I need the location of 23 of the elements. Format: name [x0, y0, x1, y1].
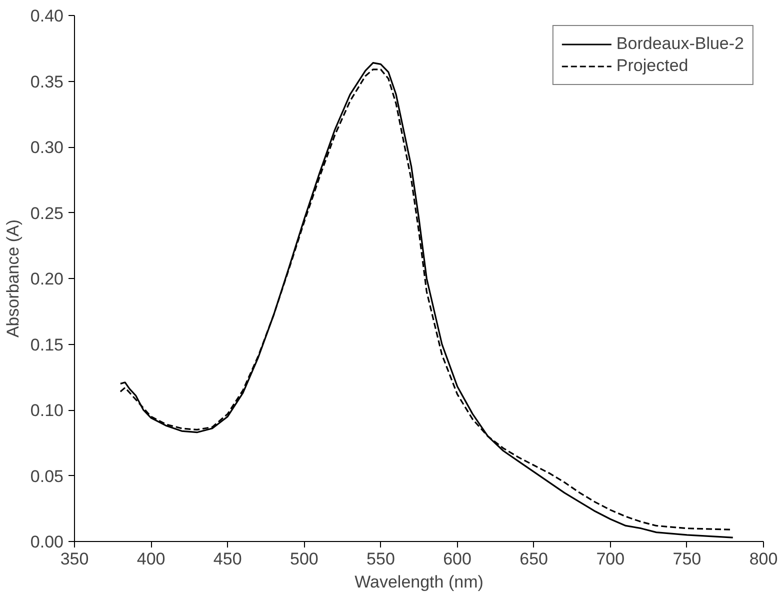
- y-tick-label: 0.40: [30, 6, 64, 26]
- x-axis-title: Wavelength (nm): [354, 572, 484, 592]
- x-tick-label: 700: [596, 550, 625, 568]
- legend-label: Projected: [616, 56, 688, 76]
- x-tick-label: 650: [520, 550, 548, 568]
- x-tick-label: 500: [290, 550, 318, 568]
- y-tick-label: 0.10: [30, 401, 64, 420]
- x-tick-label: 600: [443, 550, 472, 568]
- y-tick-label: 0.05: [30, 466, 64, 486]
- y-axis-title: Absorbance (A): [3, 219, 22, 338]
- y-tick-label: 0.35: [30, 72, 64, 92]
- x-tick-label: 450: [213, 550, 242, 568]
- legend-label: Bordeaux-Blue-2: [616, 34, 744, 54]
- y-tick-label: 0.00: [30, 532, 64, 552]
- x-tick-label: 750: [672, 550, 702, 568]
- y-tick-label: 0.20: [30, 270, 64, 288]
- y-tick-label: 0.25: [30, 204, 64, 223]
- x-tick-label: 800: [749, 550, 778, 568]
- x-tick-label: 550: [366, 550, 395, 568]
- y-tick-label: 0.30: [30, 138, 64, 157]
- x-tick-label: 400: [136, 550, 166, 568]
- x-tick-label: 350: [60, 550, 89, 568]
- y-tick-label: 0.15: [30, 335, 64, 354]
